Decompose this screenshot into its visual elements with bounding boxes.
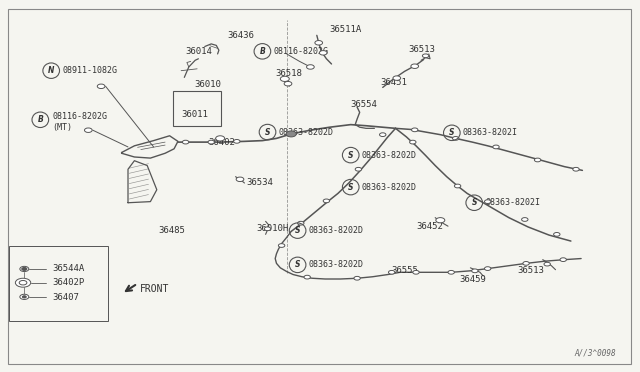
Text: B: B	[37, 115, 44, 124]
Text: 08116-8202G
(MT): 08116-8202G (MT)	[52, 112, 108, 132]
Text: A//3^0098: A//3^0098	[574, 349, 616, 358]
Text: S: S	[295, 226, 300, 235]
Circle shape	[413, 270, 419, 274]
Circle shape	[573, 167, 579, 171]
Text: 36555: 36555	[392, 266, 419, 275]
Text: 36511A: 36511A	[330, 25, 362, 34]
Circle shape	[298, 221, 304, 225]
Text: 36014: 36014	[186, 47, 212, 56]
Text: 36485: 36485	[159, 226, 186, 235]
Text: 36554: 36554	[351, 100, 378, 109]
Text: 36451: 36451	[381, 78, 408, 87]
Text: S: S	[348, 183, 353, 192]
Circle shape	[284, 81, 292, 86]
Circle shape	[393, 76, 401, 80]
Circle shape	[493, 145, 499, 149]
Circle shape	[280, 76, 289, 81]
Text: 08363-8202I: 08363-8202I	[463, 128, 518, 137]
Text: 08363-8202D: 08363-8202D	[308, 260, 364, 269]
Circle shape	[182, 140, 189, 144]
Bar	[173, 91, 221, 126]
Circle shape	[20, 294, 29, 299]
Circle shape	[19, 280, 27, 285]
Circle shape	[323, 199, 330, 203]
Text: 36407: 36407	[52, 293, 79, 302]
Circle shape	[236, 177, 244, 182]
Text: 36459: 36459	[460, 275, 486, 284]
Text: 08116-8202G: 08116-8202G	[274, 47, 329, 56]
Circle shape	[484, 200, 491, 203]
Circle shape	[522, 218, 528, 221]
Text: 08363-8202D: 08363-8202D	[278, 128, 333, 137]
Circle shape	[523, 262, 529, 265]
Text: S: S	[348, 151, 353, 160]
Text: 36436: 36436	[227, 31, 254, 40]
Circle shape	[22, 296, 26, 298]
Circle shape	[534, 158, 541, 162]
Circle shape	[319, 51, 327, 55]
Circle shape	[315, 41, 323, 45]
Circle shape	[436, 218, 445, 223]
Text: B: B	[259, 47, 266, 56]
Circle shape	[422, 54, 429, 58]
Circle shape	[412, 128, 418, 132]
Text: 36518: 36518	[275, 69, 302, 78]
Text: 08363-8202D: 08363-8202D	[362, 151, 417, 160]
Text: S: S	[472, 198, 477, 207]
Circle shape	[454, 184, 461, 188]
Text: 36513: 36513	[517, 266, 544, 275]
Text: 36402P: 36402P	[52, 278, 84, 287]
Bar	[9, 246, 108, 321]
Circle shape	[234, 140, 240, 143]
Circle shape	[264, 227, 271, 231]
Text: FRONT: FRONT	[140, 285, 169, 294]
Circle shape	[484, 267, 491, 270]
Circle shape	[84, 128, 92, 132]
Text: 36010: 36010	[194, 80, 221, 89]
Circle shape	[97, 84, 105, 89]
Circle shape	[278, 244, 285, 247]
Circle shape	[355, 167, 362, 171]
Circle shape	[304, 275, 310, 279]
Circle shape	[354, 276, 360, 280]
Circle shape	[216, 136, 225, 141]
Text: 36010H: 36010H	[256, 224, 288, 233]
Circle shape	[452, 137, 459, 140]
Circle shape	[411, 64, 419, 68]
Circle shape	[208, 140, 214, 144]
Text: 08363-8202D: 08363-8202D	[308, 226, 364, 235]
Text: 08363-8202I: 08363-8202I	[485, 198, 540, 207]
Text: S: S	[295, 260, 300, 269]
Text: S: S	[449, 128, 454, 137]
Circle shape	[307, 65, 314, 69]
Circle shape	[560, 258, 566, 262]
Text: N: N	[48, 66, 54, 75]
Circle shape	[388, 270, 395, 274]
Text: 36513: 36513	[408, 45, 435, 54]
Text: S: S	[265, 128, 270, 137]
Text: 36544A: 36544A	[52, 264, 84, 273]
Text: 08363-8202D: 08363-8202D	[362, 183, 417, 192]
Text: 36011: 36011	[181, 110, 208, 119]
Text: 08911-1082G: 08911-1082G	[63, 66, 118, 75]
Text: 36402: 36402	[208, 138, 235, 147]
Circle shape	[380, 133, 386, 137]
Circle shape	[20, 266, 29, 272]
Circle shape	[554, 232, 560, 236]
Circle shape	[15, 278, 31, 287]
Circle shape	[544, 262, 550, 266]
Circle shape	[22, 267, 27, 270]
Text: 36534: 36534	[246, 178, 273, 187]
Circle shape	[472, 269, 478, 273]
Circle shape	[286, 131, 296, 137]
Circle shape	[410, 140, 416, 144]
Circle shape	[448, 270, 454, 274]
Text: 36452: 36452	[416, 222, 443, 231]
